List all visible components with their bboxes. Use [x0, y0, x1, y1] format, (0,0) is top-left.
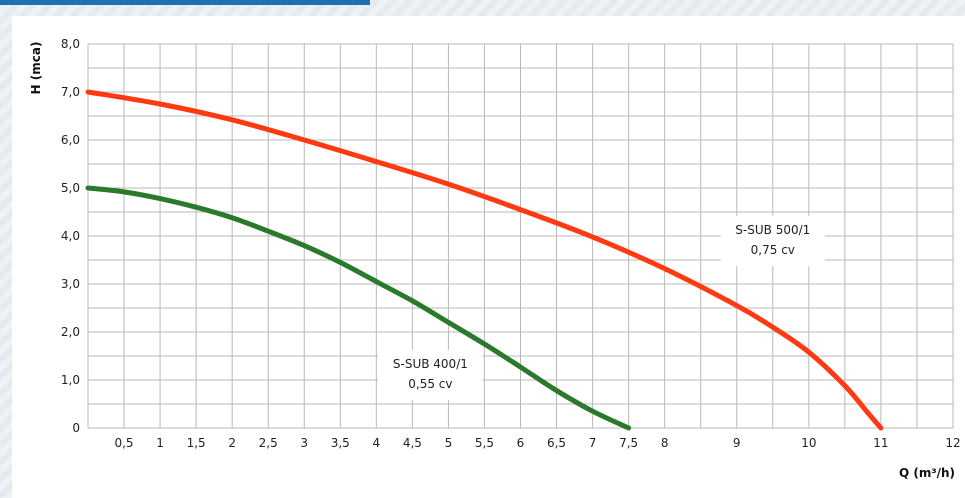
tick-labels: 0,5 1 1,5 2 2,5 3 3,5 4 4,5 5 5,5 6 6,5 7 7,5 8 9 10 11 12 0… [61, 37, 961, 450]
header-accent-bar [0, 0, 370, 5]
x-tick-label: 7 [589, 436, 597, 450]
series-label-box-0 [720, 215, 825, 266]
y-tick-label: 5,0 [61, 181, 80, 195]
series-labels: S-SUB 500/1 0,75 cv S-SUB 400/1 0,55 cv [378, 215, 825, 401]
y-tick-label: 2,0 [61, 325, 80, 339]
x-tick-label: 7,5 [619, 436, 638, 450]
x-tick-label: 6 [517, 436, 525, 450]
series-name-1: S-SUB 400/1 [393, 357, 468, 371]
y-tick-label: 4,0 [61, 229, 80, 243]
x-tick-label: 1,5 [187, 436, 206, 450]
y-tick-label: 1,0 [61, 373, 80, 387]
x-tick-label: 5,5 [475, 436, 494, 450]
y-axis-label: H (mca) [29, 42, 43, 95]
x-tick-label: 10 [801, 436, 816, 450]
y-tick-label: 3,0 [61, 277, 80, 291]
series-label-box-1 [378, 350, 483, 401]
x-tick-label: 9 [733, 436, 741, 450]
x-tick-label: 11 [873, 436, 888, 450]
x-tick-label: 1 [156, 436, 164, 450]
x-tick-label: 5 [445, 436, 453, 450]
x-tick-label: 3 [300, 436, 308, 450]
x-tick-label: 4 [373, 436, 381, 450]
x-tick-label: 4,5 [403, 436, 422, 450]
series-name-0: S-SUB 500/1 [735, 223, 810, 237]
x-tick-label: 6,5 [547, 436, 566, 450]
series-sublabel-1: 0,55 cv [408, 377, 452, 391]
series-curve-1 [85, 185, 632, 431]
x-tick-label: 0,5 [114, 436, 133, 450]
y-tick-label: 0 [72, 421, 80, 435]
y-tick-label: 8,0 [61, 37, 80, 51]
y-tick-label: 7,0 [61, 85, 80, 99]
x-tick-label: 12 [945, 436, 960, 450]
x-tick-label: 2 [228, 436, 236, 450]
x-axis-label: Q (m³/h) [899, 466, 955, 480]
series-curve-0 [85, 89, 884, 431]
series-sublabel-0: 0,75 cv [751, 243, 795, 257]
x-tick-label: 2,5 [259, 436, 278, 450]
x-tick-label: 8 [661, 436, 669, 450]
curves [85, 89, 884, 431]
x-tick-label: 3,5 [331, 436, 350, 450]
y-tick-label: 6,0 [61, 133, 80, 147]
